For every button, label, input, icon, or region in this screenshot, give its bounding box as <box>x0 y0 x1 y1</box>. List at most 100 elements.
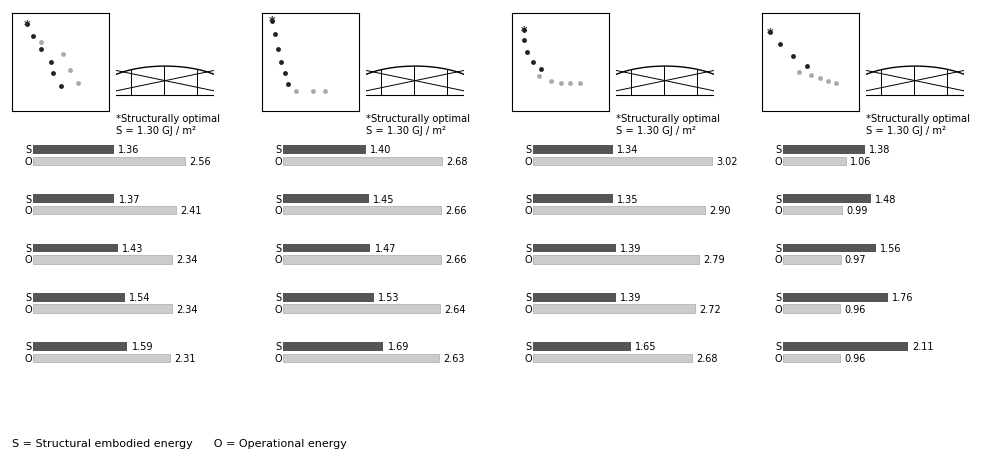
Text: S: S <box>776 145 782 155</box>
Text: S: S <box>276 243 282 253</box>
Bar <box>533 304 695 313</box>
Bar <box>283 195 369 203</box>
Bar <box>533 293 616 302</box>
Text: 1.39: 1.39 <box>620 293 641 303</box>
Bar <box>283 304 440 313</box>
Text: 0.96: 0.96 <box>844 353 866 363</box>
Bar <box>783 342 908 351</box>
Text: S = Structural embodied energy      O = Operational energy: S = Structural embodied energy O = Opera… <box>12 438 347 448</box>
Text: 2.34: 2.34 <box>176 255 198 265</box>
Text: 2.34: 2.34 <box>176 304 198 314</box>
Text: O: O <box>24 353 32 363</box>
Bar <box>33 206 176 215</box>
Text: S: S <box>776 243 782 253</box>
Text: S: S <box>526 293 532 303</box>
Text: 2.68: 2.68 <box>446 157 468 167</box>
Bar <box>783 255 841 264</box>
Text: *Structurally optimal
S = 1.30 GJ / m²: *Structurally optimal S = 1.30 GJ / m² <box>366 114 470 135</box>
Text: *Structurally optimal
S = 1.30 GJ / m²: *Structurally optimal S = 1.30 GJ / m² <box>866 114 970 135</box>
Text: S: S <box>276 342 282 352</box>
Bar <box>283 293 374 302</box>
Text: 1.56: 1.56 <box>880 243 901 253</box>
Bar <box>33 157 185 166</box>
Bar <box>533 255 699 264</box>
Text: 0.99: 0.99 <box>846 206 867 216</box>
Text: 1.65: 1.65 <box>635 342 657 352</box>
Text: S: S <box>26 145 32 155</box>
Text: 1.39: 1.39 <box>620 243 641 253</box>
Bar <box>533 354 692 362</box>
Bar <box>533 146 613 154</box>
Bar <box>33 146 114 154</box>
Text: 1.59: 1.59 <box>132 342 153 352</box>
Bar <box>33 255 172 264</box>
Text: O: O <box>524 157 532 167</box>
Text: 1.38: 1.38 <box>869 145 891 155</box>
Text: 1.45: 1.45 <box>373 194 395 204</box>
Text: 1.43: 1.43 <box>122 243 144 253</box>
Text: *Structurally optimal
S = 1.30 GJ / m²: *Structurally optimal S = 1.30 GJ / m² <box>116 114 220 135</box>
Text: 1.35: 1.35 <box>617 194 639 204</box>
Bar <box>783 293 888 302</box>
Text: O: O <box>774 206 782 216</box>
Bar <box>533 342 631 351</box>
Text: O: O <box>774 255 782 265</box>
Bar <box>283 354 439 362</box>
Bar <box>533 206 705 215</box>
Text: 1.48: 1.48 <box>875 194 896 204</box>
Bar <box>283 244 370 253</box>
Bar <box>533 157 712 166</box>
Text: O: O <box>24 157 32 167</box>
Text: *Structurally optimal
S = 1.30 GJ / m²: *Structurally optimal S = 1.30 GJ / m² <box>616 114 720 135</box>
Bar <box>283 255 441 264</box>
Text: 1.69: 1.69 <box>388 342 409 352</box>
Text: 2.63: 2.63 <box>443 353 465 363</box>
Text: 2.79: 2.79 <box>703 255 725 265</box>
Text: S: S <box>776 194 782 204</box>
Bar <box>283 157 442 166</box>
Text: O: O <box>774 353 782 363</box>
Text: 2.66: 2.66 <box>445 255 467 265</box>
Bar <box>783 146 865 154</box>
Text: O: O <box>274 206 282 216</box>
Bar <box>283 146 366 154</box>
Bar <box>33 195 114 203</box>
Text: O: O <box>524 206 532 216</box>
Text: 1.53: 1.53 <box>378 293 400 303</box>
Text: 2.72: 2.72 <box>699 304 721 314</box>
Text: S: S <box>276 293 282 303</box>
Text: *: * <box>767 27 773 40</box>
Text: 1.47: 1.47 <box>375 243 396 253</box>
Bar <box>33 244 118 253</box>
Text: 1.37: 1.37 <box>119 194 140 204</box>
Text: 2.56: 2.56 <box>189 157 211 167</box>
Text: 0.97: 0.97 <box>845 255 866 265</box>
Text: 2.41: 2.41 <box>180 206 202 216</box>
Bar <box>533 195 613 203</box>
Text: O: O <box>24 255 32 265</box>
Bar <box>533 244 616 253</box>
Text: S: S <box>776 293 782 303</box>
Text: S: S <box>526 243 532 253</box>
Text: O: O <box>274 304 282 314</box>
Bar <box>33 354 170 362</box>
Text: 1.54: 1.54 <box>129 293 150 303</box>
Text: 2.68: 2.68 <box>696 353 718 363</box>
Bar <box>783 157 846 166</box>
Text: 1.76: 1.76 <box>892 293 913 303</box>
Text: S: S <box>276 194 282 204</box>
Text: O: O <box>24 304 32 314</box>
Bar <box>33 293 125 302</box>
Text: 2.90: 2.90 <box>709 206 731 216</box>
Text: 2.11: 2.11 <box>913 342 934 352</box>
Text: S: S <box>776 342 782 352</box>
Text: 0.96: 0.96 <box>844 304 866 314</box>
Text: S: S <box>26 243 32 253</box>
Bar <box>33 342 127 351</box>
Text: 2.31: 2.31 <box>174 353 196 363</box>
Text: S: S <box>526 194 532 204</box>
Bar <box>283 342 383 351</box>
Text: O: O <box>774 304 782 314</box>
Text: 2.64: 2.64 <box>444 304 466 314</box>
Text: O: O <box>524 353 532 363</box>
